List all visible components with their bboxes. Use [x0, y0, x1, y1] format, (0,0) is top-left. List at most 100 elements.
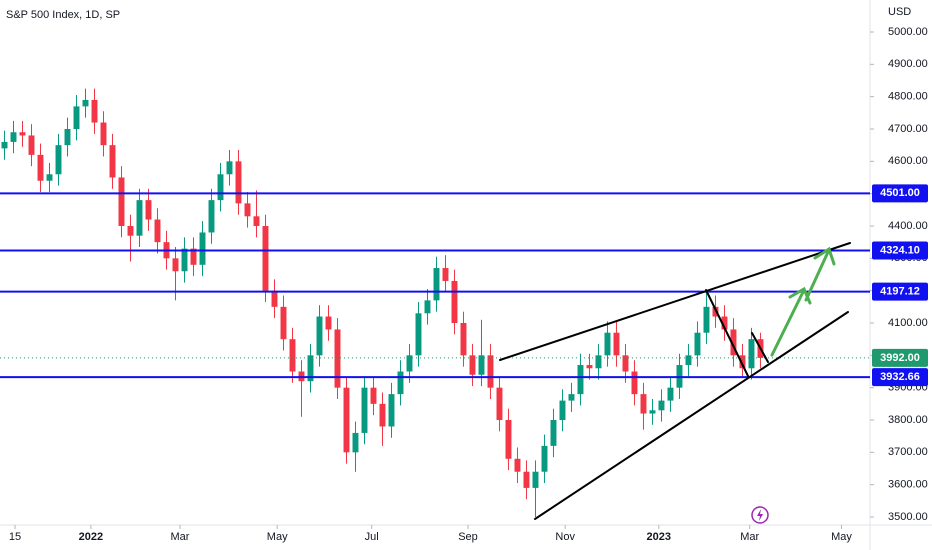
candle-body — [280, 306, 287, 340]
candle-body — [127, 226, 134, 236]
x-tick-label: Nov — [555, 531, 575, 543]
y-tick-label: 3800.00 — [888, 414, 928, 426]
y-tick-label: 3700.00 — [888, 446, 928, 458]
candle-body — [433, 268, 440, 301]
x-tick-label: Jul — [365, 531, 379, 543]
candle-body — [55, 145, 62, 175]
candle-body — [478, 355, 485, 375]
candle-body — [19, 132, 26, 136]
candle-body — [559, 400, 566, 420]
level-box — [872, 368, 928, 387]
candle-body — [172, 258, 179, 272]
candle-body — [541, 445, 548, 472]
candle-body — [469, 355, 476, 375]
drawings — [499, 242, 851, 520]
y-unit: USD — [888, 6, 911, 18]
candle-body — [64, 129, 71, 146]
candle-body — [100, 122, 107, 146]
y-tick-label: 3500.00 — [888, 511, 928, 523]
candle-body — [199, 232, 206, 265]
level-label: 4501.00 — [880, 187, 920, 199]
x-tick-label: Sep — [458, 531, 478, 543]
candle-body — [226, 161, 233, 175]
candle-body — [640, 394, 647, 414]
y-tick-label: 4100.00 — [888, 317, 928, 329]
last-price-label: 3992.00 — [880, 352, 920, 364]
candle-body — [118, 177, 125, 226]
projection-arrow — [804, 250, 830, 302]
candle-body — [532, 471, 539, 488]
candle-body — [253, 216, 260, 226]
x-tick-label: 2022 — [79, 531, 103, 543]
x-tick-label: Mar — [740, 531, 759, 543]
x-tick-label: 15 — [9, 531, 21, 543]
candle-body — [415, 313, 422, 356]
candle-body — [712, 306, 719, 317]
x-tick-label: May — [831, 531, 852, 543]
y-tick-label: 4900.00 — [888, 58, 928, 70]
candle-body — [487, 355, 494, 388]
candle-body — [577, 365, 584, 395]
candle-body — [496, 387, 503, 420]
level-label: 4197.12 — [880, 286, 920, 298]
y-tick-label: 4600.00 — [888, 155, 928, 167]
candle-body — [406, 355, 413, 372]
y-tick-label: 4700.00 — [888, 123, 928, 135]
x-tick-label: 2023 — [647, 531, 671, 543]
candle-body — [631, 371, 638, 395]
resistance-trend-line — [499, 242, 851, 361]
candle-body — [658, 400, 665, 411]
candle-body — [316, 316, 323, 356]
candle-body — [586, 365, 593, 369]
y-tick-label: 5000.00 — [888, 26, 928, 38]
level-box — [872, 184, 928, 203]
candle-body — [262, 226, 269, 291]
candle-body — [460, 323, 467, 356]
decline-line — [705, 289, 749, 377]
candle-body — [334, 329, 341, 388]
candle-body — [550, 420, 557, 446]
level-box — [872, 241, 928, 260]
arrow-head — [813, 246, 836, 266]
candle-body — [28, 135, 35, 155]
x-tick-label: May — [267, 531, 288, 543]
level-label: 4324.10 — [880, 244, 920, 256]
logo[interactable] — [751, 506, 769, 524]
candle-body — [109, 145, 116, 178]
candle-body — [181, 248, 188, 272]
candle-body — [730, 329, 737, 356]
candle-body — [442, 268, 449, 281]
candle-body — [307, 355, 314, 382]
candle-body — [505, 420, 512, 459]
candle-body — [361, 387, 368, 433]
candle-body — [352, 432, 359, 453]
candle-body — [595, 355, 602, 369]
candle-body — [73, 106, 80, 129]
candle-body — [424, 300, 431, 314]
candle-body — [190, 248, 197, 265]
candle-body — [37, 154, 44, 181]
candle-body — [685, 355, 692, 366]
candle-body — [622, 355, 629, 372]
candle-body — [217, 174, 224, 201]
candle-body — [208, 200, 215, 233]
candle-body — [343, 387, 350, 453]
candle-body — [514, 458, 521, 472]
candle-body — [451, 280, 458, 323]
candle-body — [694, 332, 701, 356]
candle-body — [568, 394, 575, 401]
candle-body — [397, 371, 404, 395]
candle-body — [82, 99, 89, 107]
candle-body — [667, 387, 674, 401]
chart-title: S&P 500 Index, 1D, SP — [6, 9, 120, 21]
candle-body — [154, 219, 161, 243]
decline-line — [751, 332, 769, 363]
candle-body — [604, 332, 611, 356]
candle-body — [91, 99, 98, 123]
y-tick-label: 3600.00 — [888, 479, 928, 491]
y-tick-label: 4400.00 — [888, 220, 928, 232]
candle-body — [271, 290, 278, 307]
candle-body — [289, 339, 296, 372]
candle-body — [523, 471, 530, 488]
